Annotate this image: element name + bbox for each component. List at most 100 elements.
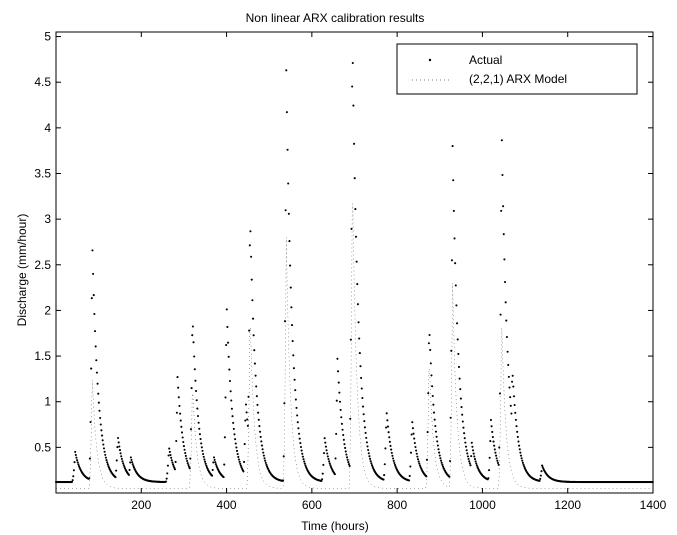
- actual-point: [303, 460, 306, 463]
- y-tick-label: 4.5: [34, 75, 51, 89]
- actual-point: [261, 448, 264, 451]
- actual-point: [212, 461, 215, 464]
- actual-point: [435, 435, 438, 438]
- actual-point: [347, 461, 350, 464]
- actual-point: [434, 424, 437, 428]
- actual-point: [337, 381, 340, 384]
- actual-point: [463, 432, 466, 435]
- actual-point: [180, 431, 184, 434]
- actual-point: [539, 474, 542, 477]
- legend-actual-label: Actual: [469, 53, 502, 67]
- actual-point: [505, 319, 508, 322]
- actual-point: [127, 473, 130, 476]
- actual-point: [304, 464, 307, 467]
- actual-point: [225, 344, 228, 347]
- actual-point: [473, 455, 476, 458]
- actual-point: [196, 407, 199, 410]
- actual-point: [390, 451, 393, 454]
- actual-point: [453, 237, 456, 240]
- actual-point: [116, 446, 119, 449]
- actual-point: [176, 376, 179, 379]
- actual-point: [466, 452, 469, 455]
- actual-point: [411, 421, 414, 424]
- actual-point: [248, 244, 251, 247]
- actual-point: [264, 459, 267, 462]
- actual-point: [76, 459, 79, 462]
- actual-point: [177, 386, 180, 389]
- actual-point: [164, 480, 168, 483]
- actual-point: [370, 462, 373, 465]
- actual-point: [322, 463, 325, 466]
- actual-point: [414, 445, 417, 449]
- actual-point: [77, 465, 81, 468]
- actual-point: [117, 441, 120, 444]
- actual-point: [90, 367, 93, 370]
- actual-point: [333, 473, 336, 476]
- actual-point: [72, 469, 75, 472]
- actual-point: [364, 431, 367, 434]
- actual-point: [252, 334, 255, 337]
- actual-point: [255, 385, 258, 388]
- actual-point: [93, 313, 96, 316]
- actual-point: [199, 438, 202, 441]
- actual-point: [360, 387, 363, 390]
- y-tick-label: 2.5: [34, 258, 51, 272]
- y-tick-label: 1.5: [34, 349, 51, 363]
- actual-point: [103, 450, 106, 453]
- actual-point: [298, 432, 301, 435]
- actual-point: [299, 445, 303, 449]
- actual-point: [519, 454, 523, 457]
- actual-point: [90, 297, 93, 300]
- actual-point: [508, 386, 511, 389]
- actual-point: [186, 462, 189, 465]
- actual-point: [235, 449, 239, 453]
- actual-point: [342, 434, 345, 437]
- actual-point: [287, 212, 290, 215]
- actual-point: [211, 474, 214, 477]
- actual-point: [168, 447, 171, 450]
- actual-point: [496, 459, 499, 462]
- actual-point: [253, 349, 256, 352]
- actual-point: [341, 428, 344, 431]
- actual-point: [225, 308, 228, 311]
- actual-point: [428, 333, 431, 337]
- actual-point: [173, 468, 177, 471]
- actual-point: [264, 461, 267, 464]
- actual-point: [523, 465, 526, 468]
- actual-point: [387, 431, 390, 434]
- x-tick-label: 1200: [554, 498, 581, 512]
- actual-point: [215, 464, 218, 468]
- actual-point: [474, 460, 477, 463]
- actual-point: [507, 363, 510, 367]
- y-axis-label: Discharge (mm/hour): [15, 214, 29, 327]
- actual-point: [72, 475, 75, 478]
- actual-point: [184, 454, 187, 458]
- actual-point: [105, 459, 108, 462]
- actual-point: [432, 403, 435, 406]
- actual-point: [248, 329, 251, 332]
- actual-point: [469, 464, 472, 467]
- actual-point: [183, 448, 186, 451]
- actual-point: [237, 455, 240, 459]
- actual-point: [229, 390, 232, 393]
- actual-point: [178, 404, 181, 407]
- actual-point: [456, 338, 459, 341]
- actual-point: [466, 455, 469, 458]
- actual-point: [255, 395, 258, 398]
- actual-point: [238, 460, 241, 463]
- actual-point: [250, 278, 253, 281]
- actual-point: [454, 262, 457, 265]
- actual-point: [189, 428, 193, 431]
- y-tick-label: 5: [44, 30, 51, 44]
- x-tick-label: 1000: [469, 498, 496, 512]
- actual-point: [245, 411, 248, 414]
- actual-point: [418, 464, 422, 467]
- actual-point: [188, 467, 191, 470]
- actual-point: [214, 463, 217, 466]
- actual-point: [242, 470, 245, 473]
- actual-point: [119, 452, 122, 455]
- actual-point: [541, 464, 544, 467]
- x-tick-label: 200: [131, 498, 151, 512]
- actual-point: [344, 450, 347, 453]
